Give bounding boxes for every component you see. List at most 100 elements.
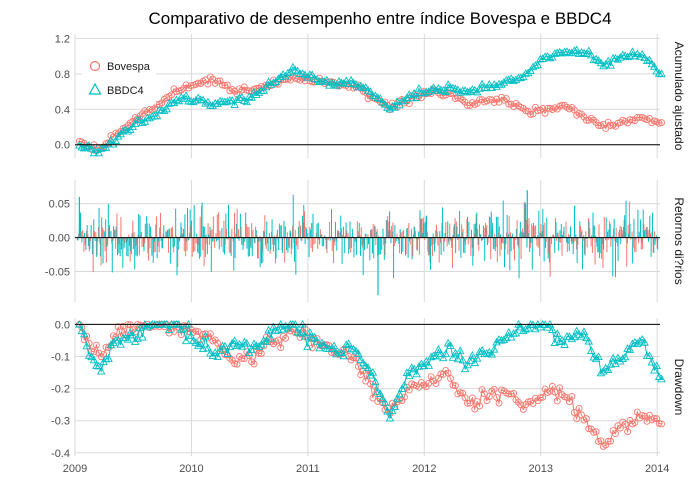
point-bovespa	[233, 90, 241, 98]
point-bovespa	[548, 382, 556, 390]
point-bbdc4	[550, 49, 560, 57]
point-bbdc4	[589, 55, 598, 64]
point-bbdc4	[494, 335, 504, 343]
point-bbdc4	[579, 327, 589, 335]
point-bovespa	[570, 409, 578, 416]
point-bovespa	[255, 349, 263, 357]
point-bovespa	[90, 348, 98, 356]
point-bbdc4	[434, 345, 443, 353]
point-bbdc4	[426, 85, 436, 93]
point-bbdc4	[242, 338, 252, 347]
point-bbdc4	[388, 406, 397, 415]
point-bovespa	[658, 420, 666, 428]
point-bovespa	[83, 332, 91, 340]
point-bbdc4	[523, 68, 533, 77]
point-bbdc4	[487, 349, 497, 358]
point-bbdc4	[310, 74, 319, 82]
point-bovespa	[206, 73, 214, 81]
point-bbdc4	[405, 90, 414, 98]
point-bovespa	[136, 112, 144, 120]
point-bbdc4	[625, 51, 635, 60]
panel-2-series	[75, 319, 666, 450]
point-bbdc4	[94, 148, 104, 157]
point-bbdc4	[596, 368, 606, 377]
x-tick-label: 2009	[63, 463, 87, 475]
point-bovespa	[561, 101, 568, 109]
point-bbdc4	[82, 142, 91, 151]
point-bovespa	[490, 385, 498, 393]
point-bovespa	[282, 334, 290, 342]
point-bovespa	[214, 77, 222, 85]
chart-title: Comparativo de desempenho entre índice B…	[148, 9, 611, 28]
point-bovespa	[95, 349, 103, 357]
point-bbdc4	[502, 333, 511, 342]
point-bovespa	[495, 399, 503, 407]
point-bbdc4	[426, 352, 436, 361]
point-bbdc4	[424, 87, 433, 96]
point-bbdc4	[616, 356, 625, 365]
point-bbdc4	[375, 94, 385, 102]
point-bbdc4	[288, 62, 298, 71]
point-bbdc4	[482, 348, 492, 357]
point-bbdc4	[92, 361, 101, 369]
point-bbdc4	[577, 331, 586, 340]
point-bovespa	[585, 425, 593, 433]
point-bbdc4	[329, 341, 339, 350]
point-bovespa	[524, 398, 532, 406]
point-bovespa	[551, 388, 559, 396]
point-bbdc4	[145, 320, 154, 329]
panel-strip-label: Retornos di?rios	[672, 197, 686, 284]
point-bbdc4	[164, 99, 174, 107]
point-bovespa	[102, 343, 110, 351]
point-bovespa	[582, 415, 590, 423]
point-bbdc4	[164, 325, 174, 333]
point-bbdc4	[628, 339, 637, 348]
point-bovespa	[398, 397, 406, 404]
point-bovespa	[522, 107, 530, 115]
point-bbdc4	[596, 58, 606, 67]
point-bovespa	[536, 394, 544, 402]
point-bbdc4	[358, 358, 368, 367]
point-bbdc4	[128, 330, 138, 339]
point-bbdc4	[414, 83, 424, 92]
point-bbdc4	[104, 139, 113, 148]
point-bovespa	[607, 122, 615, 129]
y-tick-label: 0.4	[55, 104, 70, 116]
point-bovespa	[478, 96, 486, 103]
point-bbdc4	[305, 327, 315, 336]
point-bbdc4	[388, 102, 397, 110]
legend-key-bovespa-icon	[89, 60, 101, 72]
point-bovespa	[643, 417, 651, 425]
point-bbdc4	[470, 358, 480, 367]
panel-0-series	[75, 45, 666, 157]
point-bovespa	[485, 96, 493, 104]
point-bbdc4	[603, 365, 613, 374]
point-bovespa	[228, 356, 236, 364]
point-bbdc4	[455, 346, 465, 355]
x-tick-label: 2011	[296, 463, 320, 475]
point-bbdc4	[637, 335, 647, 343]
point-bbdc4	[176, 325, 186, 333]
point-bbdc4	[438, 353, 448, 362]
point-bovespa	[575, 404, 583, 412]
point-bbdc4	[489, 344, 499, 353]
point-bbdc4	[315, 77, 324, 85]
point-bovespa	[308, 344, 316, 352]
point-bbdc4	[618, 50, 628, 59]
legend: Bovespa BBDC4	[82, 50, 156, 104]
point-bbdc4	[356, 355, 366, 363]
point-bbdc4	[577, 48, 586, 56]
point-bbdc4	[378, 394, 387, 403]
point-bbdc4	[300, 332, 310, 340]
point-bbdc4	[620, 352, 630, 361]
point-bbdc4	[628, 47, 637, 56]
point-bbdc4	[361, 83, 370, 91]
point-bbdc4	[191, 338, 201, 346]
point-bovespa	[529, 110, 537, 118]
point-bbdc4	[152, 111, 162, 120]
point-bovespa	[624, 428, 632, 436]
point-bbdc4	[647, 357, 657, 366]
point-bbdc4	[392, 393, 402, 402]
point-bovespa	[286, 76, 294, 84]
legend-box	[82, 50, 156, 104]
